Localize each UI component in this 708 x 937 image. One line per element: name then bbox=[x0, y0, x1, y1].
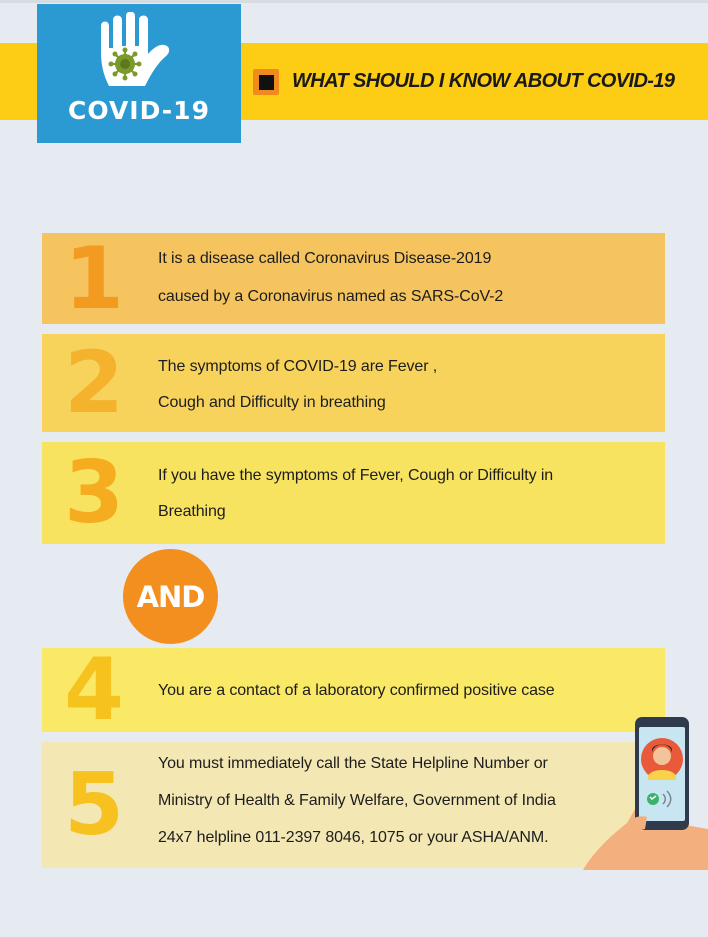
card-number: 2 bbox=[64, 333, 124, 433]
covid-logo: COVID-19 bbox=[37, 4, 241, 143]
card-line: You are a contact of a laboratory confir… bbox=[158, 682, 555, 699]
card-number: 3 bbox=[64, 443, 124, 543]
page-title: WHAT SHOULD I KNOW ABOUT COVID-19 bbox=[292, 70, 675, 92]
card-line: It is a disease called Coronavirus Disea… bbox=[158, 250, 492, 267]
card-line: You must immediately call the State Help… bbox=[158, 755, 548, 772]
card-line: If you have the symptoms of Fever, Cough… bbox=[158, 467, 554, 484]
card-number: 1 bbox=[64, 228, 124, 329]
hand-holding-phone-icon bbox=[583, 717, 708, 870]
card-number: 5 bbox=[64, 755, 124, 855]
info-card-3: 3 If you have the symptoms of Fever, Cou… bbox=[42, 442, 665, 544]
card-line: 24x7 helpline 011-2397 8046, 1075 or you… bbox=[158, 829, 549, 846]
square-bullet-icon bbox=[253, 69, 279, 95]
card-line: Breathing bbox=[158, 503, 226, 520]
card-line: Cough and Difficulty in breathing bbox=[158, 394, 386, 411]
card-line: The symptoms of COVID-19 are Fever , bbox=[158, 358, 438, 375]
card-number: 4 bbox=[64, 640, 124, 740]
card-line: caused by a Coronavirus named as SARS-Co… bbox=[158, 288, 504, 305]
info-card-5: 5 You must immediately call the State He… bbox=[42, 742, 665, 868]
info-card-2: 2 The symptoms of COVID-19 are Fever , C… bbox=[42, 334, 665, 432]
and-connector: AND bbox=[123, 549, 218, 644]
top-border bbox=[0, 0, 708, 3]
logo-text: COVID-19 bbox=[68, 96, 210, 125]
info-card-4: 4 You are a contact of a laboratory conf… bbox=[42, 640, 665, 740]
virus-hand-icon bbox=[101, 12, 170, 86]
info-card-1: 1 It is a disease called Coronavirus Dis… bbox=[42, 233, 665, 324]
card-line: Ministry of Health & Family Welfare, Gov… bbox=[158, 792, 556, 809]
